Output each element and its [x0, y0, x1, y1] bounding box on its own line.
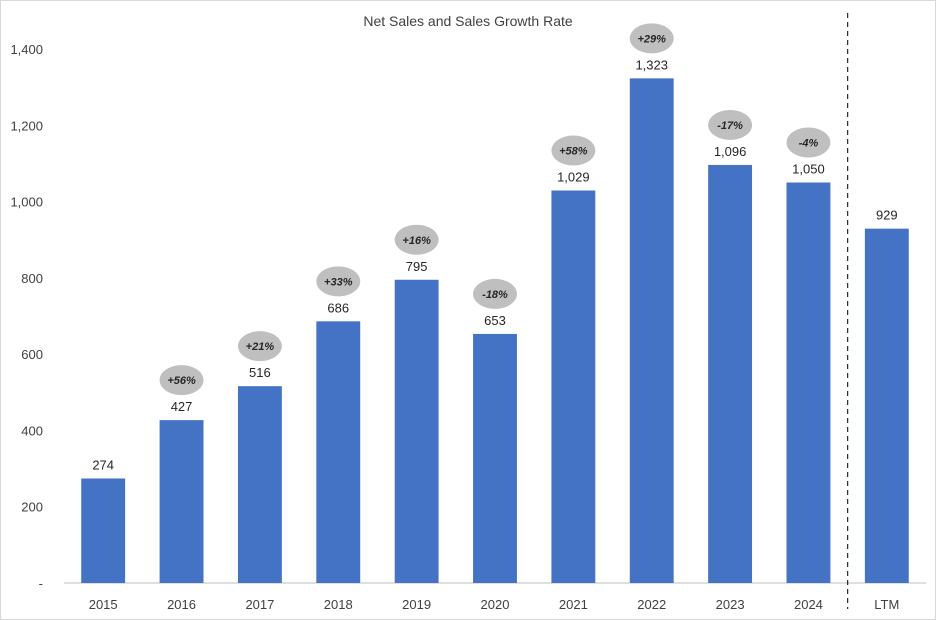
bar-2022: [629, 78, 674, 584]
growth-bubble-2018: [316, 266, 361, 297]
x-tick-label: 2018: [324, 597, 353, 612]
growth-bubble-2019: [394, 224, 439, 255]
growth-label-2017: +21%: [246, 341, 275, 353]
growth-label-2018: +33%: [324, 276, 353, 288]
x-tick-label: 2015: [89, 597, 118, 612]
growth-label-2024: -4%: [799, 138, 819, 150]
y-tick-label: 200: [21, 500, 43, 515]
x-tick-label: 2020: [481, 597, 510, 612]
value-label-2021: 1,029: [557, 170, 590, 185]
value-label-2019: 795: [406, 259, 428, 274]
value-label-LTM: 929: [876, 208, 898, 223]
growth-label-2023: -17%: [717, 120, 743, 132]
value-label-2018: 686: [327, 300, 349, 315]
y-axis: - 200 400 600 800 1,000 1,200 1,400: [10, 42, 43, 591]
growth-bubble-2021: [551, 135, 596, 166]
x-tick-label: 2016: [167, 597, 196, 612]
chart-title: Net Sales and Sales Growth Rate: [363, 13, 573, 29]
x-tick-label: LTM: [874, 597, 899, 612]
bar-2019: [394, 279, 439, 583]
value-label-2015: 274: [92, 457, 114, 472]
y-tick-label: 1,200: [10, 118, 43, 133]
value-label-2020: 653: [484, 313, 506, 328]
value-label-2023: 1,096: [714, 144, 747, 159]
value-label-2024: 1,050: [792, 162, 825, 177]
x-tick-label: 2021: [559, 597, 588, 612]
growth-label-2021: +58%: [559, 146, 588, 158]
x-tick-label: 2023: [716, 597, 745, 612]
growth-bubble-2020: [473, 278, 517, 309]
growth-bubble-2022: [629, 23, 674, 54]
growth-bubble-2016: [159, 365, 204, 396]
growth-bubble-2017: [237, 331, 282, 362]
growth-label-2016: +56%: [167, 375, 196, 387]
value-label-2022: 1,323: [635, 57, 668, 72]
y-tick-label: 1,400: [10, 42, 43, 57]
growth-label-2019: +16%: [402, 235, 431, 247]
value-label-2017: 516: [249, 365, 271, 380]
growth-bubble-2023: [708, 109, 753, 140]
y-tick-label: 600: [21, 347, 43, 362]
growth-label-2022: +29%: [638, 33, 667, 45]
y-tick-label: 400: [21, 423, 43, 438]
value-label-2016: 427: [171, 399, 193, 414]
y-tick-label: 800: [21, 271, 43, 286]
x-tick-label: 2019: [402, 597, 431, 612]
bar-2018: [316, 321, 361, 583]
bar-2015: [81, 478, 126, 583]
bar-2023: [708, 164, 753, 583]
x-axis: 2015 2016 2017 2018 2019 2020 2021 2022 2023 2024…: [89, 597, 900, 612]
growth-bubble-2024: [786, 127, 831, 158]
bar-2017: [237, 386, 282, 583]
bar-2021: [551, 190, 596, 583]
x-tick-label: 2024: [794, 597, 823, 612]
x-tick-label: 2017: [245, 597, 274, 612]
growth-label-2020: -18%: [482, 289, 508, 301]
bar-LTM: [864, 228, 909, 583]
bar-2016: [159, 420, 204, 583]
y-tick-label: 1,000: [10, 195, 43, 210]
bar-2024: [786, 182, 831, 583]
y-tick-label: -: [39, 576, 43, 591]
bar-2020: [473, 333, 517, 583]
bars-group: 274 427 +56% 516 +21% 686 +33% 795 +16% 653 -18% 1,…: [81, 23, 909, 584]
x-tick-label: 2022: [637, 597, 666, 612]
